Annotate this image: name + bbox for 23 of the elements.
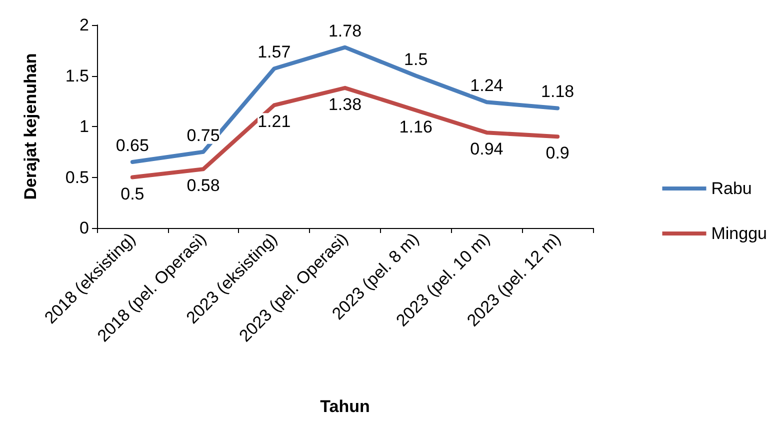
data-label: 1.24 [470,76,504,96]
y-tick-label: 0 [80,218,89,238]
data-label: 0.58 [186,176,220,196]
data-label: 0.75 [186,126,220,145]
data-label: 0.9 [546,144,570,163]
data-label: 1.18 [541,82,574,102]
y-tick-label: 2 [80,16,89,34]
data-label: 0.65 [116,136,149,156]
data-label: 1.57 [258,42,291,62]
y-tick-label: 0.5 [65,168,89,187]
data-label: 1.16 [399,117,432,136]
legend-label: Minggu [711,224,768,243]
y-tick-label: 1.5 [65,66,89,86]
y-axis-title: Derajat kejenuhan [21,53,40,200]
data-label: 1.38 [328,94,362,114]
data-label: 0.94 [470,140,504,159]
data-label: 1.21 [258,112,291,132]
x-axis-title: Tahun [320,397,370,416]
y-tick-label: 1 [80,117,89,136]
data-label: 1.78 [328,21,362,40]
data-label: 0.5 [120,184,144,204]
legend-label: Rabu [711,179,752,198]
data-label: 1.5 [404,50,428,69]
